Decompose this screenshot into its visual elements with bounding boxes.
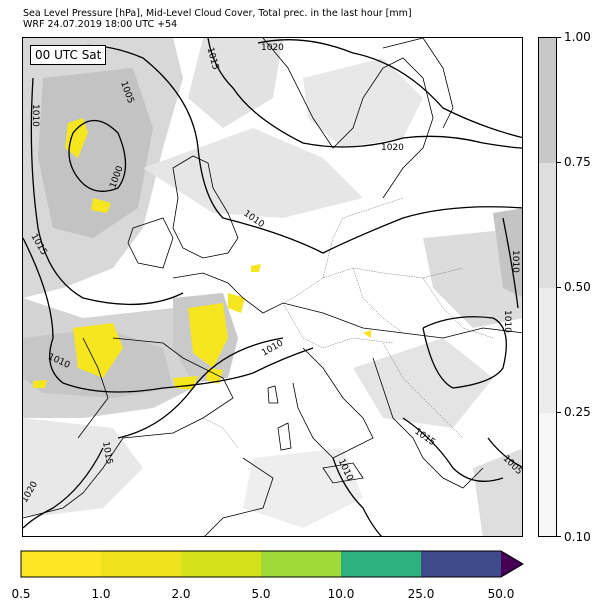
- precip-segment: [101, 551, 181, 577]
- isobar-label: 1020: [381, 143, 404, 153]
- precip-segment: [421, 551, 501, 577]
- map-subtitle: WRF 24.07.2019 18:00 UTC +54: [23, 19, 178, 30]
- precip-segment: [261, 551, 341, 577]
- precip-tick-label: 0.5: [11, 587, 31, 601]
- cloud-tick-label: 0.25: [564, 405, 591, 419]
- precipitation-colorbar: [20, 550, 524, 578]
- precip-segment: [341, 551, 421, 577]
- isobars: [23, 38, 522, 536]
- precip-tick-label: 2.0: [171, 587, 191, 601]
- precip-tick-label: 25.0: [407, 587, 435, 601]
- cloud-cover-layer: [23, 38, 522, 536]
- cloud-tick: [557, 412, 561, 413]
- precip-tick-label: 10.0: [327, 587, 355, 601]
- precip-tick-label: 50.0: [487, 587, 515, 601]
- precip-extend-arrow: [501, 551, 523, 577]
- isobar-label: 1010: [510, 250, 520, 273]
- cloud-tick-label: 0.75: [564, 155, 591, 169]
- cloud-bar-segment: [539, 288, 556, 413]
- precip-segment: [181, 551, 261, 577]
- cloud-cover-colorbar: [538, 37, 557, 537]
- cloud-tick: [557, 536, 561, 537]
- cloud-bar-segment: [539, 413, 556, 536]
- cloud-tick-label: 1.00: [564, 30, 591, 44]
- precip-tick-label: 1.0: [91, 587, 111, 601]
- map-title: Sea Level Pressure [hPa], Mid-Level Clou…: [23, 8, 412, 19]
- cloud-bar-segment: [539, 38, 556, 163]
- isobar-label: 1020: [261, 43, 284, 53]
- cloud-tick: [557, 37, 561, 38]
- precip-segment: [21, 551, 101, 577]
- cloud-tick: [557, 287, 561, 288]
- cloud-bar-segment: [539, 163, 556, 288]
- country-borders: [202, 197, 494, 449]
- isobar-label: 1010: [260, 338, 285, 358]
- cloud-tick-label: 0.10: [564, 530, 591, 544]
- isobar-label: 1010: [30, 104, 40, 127]
- precipitation-layer: [33, 118, 371, 390]
- isobar-label: 1010: [502, 310, 512, 333]
- isobar-label: 1015: [100, 441, 114, 465]
- precip-tick-label: 5.0: [251, 587, 271, 601]
- weather-map: 1020 1015 1005 1010 1000 1020 1010 1015 …: [22, 37, 523, 537]
- time-badge: 00 UTC Sat: [30, 45, 107, 65]
- cloud-tick: [557, 162, 561, 163]
- coastlines: [23, 38, 522, 536]
- cloud-tick-label: 0.50: [564, 280, 591, 294]
